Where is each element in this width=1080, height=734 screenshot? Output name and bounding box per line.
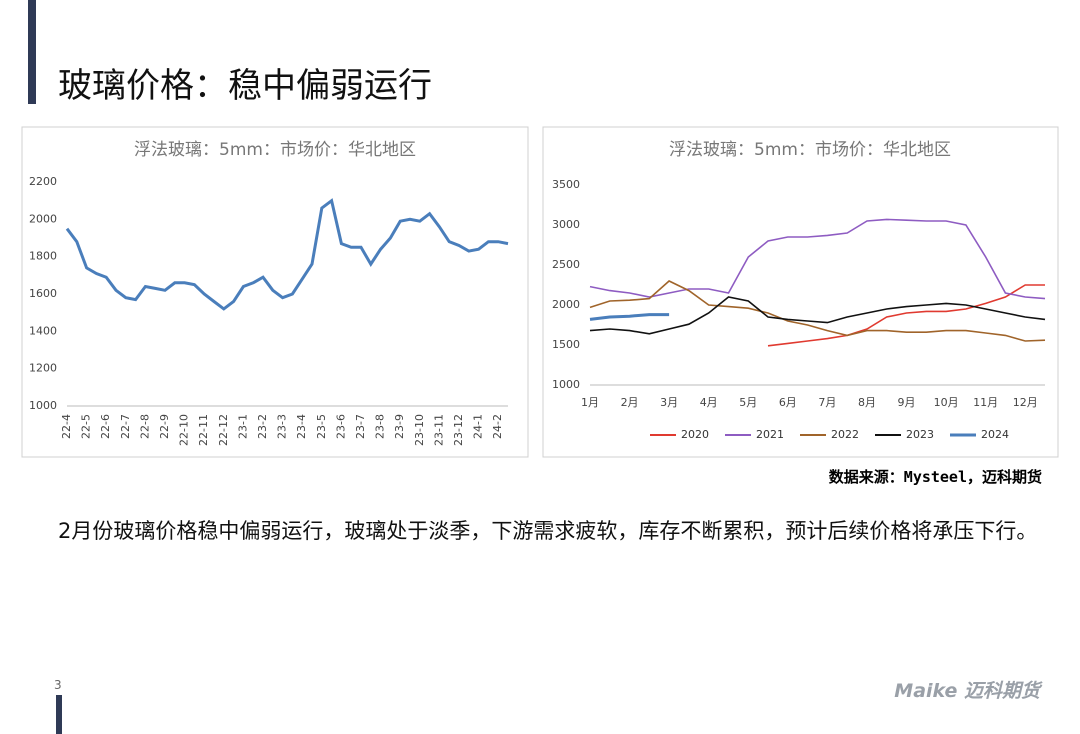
x-tick-label: 23-10 bbox=[413, 414, 426, 446]
x-tick-label: 22-4 bbox=[60, 414, 73, 439]
x-tick-label: 3月 bbox=[660, 396, 678, 409]
legend-label: 2022 bbox=[831, 428, 859, 441]
x-tick-label: 5月 bbox=[739, 396, 757, 409]
y-tick-label: 1200 bbox=[29, 362, 57, 375]
y-tick-label: 1400 bbox=[29, 324, 57, 337]
source: 数据来源：Mysteel，迈科期货 bbox=[828, 468, 1042, 486]
data-line bbox=[589, 313, 670, 321]
y-tick-label: 2200 bbox=[29, 175, 57, 188]
x-tick-label: 10月 bbox=[934, 396, 959, 409]
page-number: 3 bbox=[54, 678, 62, 692]
x-tick-label: 4月 bbox=[700, 396, 718, 409]
y-tick-label: 1000 bbox=[552, 378, 580, 391]
x-tick-label: 7月 bbox=[818, 396, 836, 409]
data-line bbox=[767, 284, 1045, 347]
x-tick-label: 12月 bbox=[1013, 396, 1038, 409]
x-tick-label: 23-2 bbox=[256, 414, 269, 439]
y-tick-label: 2500 bbox=[552, 258, 580, 271]
legend-label: 2024 bbox=[981, 428, 1009, 441]
accent-bar bbox=[56, 695, 62, 734]
x-tick-label: 23-1 bbox=[236, 414, 249, 439]
x-tick-label: 22-12 bbox=[217, 414, 230, 446]
x-tick-label: 23-7 bbox=[354, 414, 367, 439]
y-tick-label: 3000 bbox=[552, 218, 580, 231]
x-tick-label: 23-4 bbox=[295, 414, 308, 439]
x-tick-label: 11月 bbox=[973, 396, 998, 409]
x-tick-label: 9月 bbox=[898, 396, 916, 409]
x-tick-label: 24-2 bbox=[491, 414, 504, 439]
data-line bbox=[65, 198, 509, 311]
legend-label: 2023 bbox=[906, 428, 934, 441]
x-tick-label: 22-11 bbox=[197, 414, 210, 446]
chart-title: 浮法玻璃：5mm：市场价：华北地区 bbox=[134, 140, 416, 160]
slide-title: 玻璃价格：稳中偏弱运行 bbox=[58, 66, 432, 106]
x-tick-label: 23-12 bbox=[452, 414, 465, 446]
y-tick-label: 1600 bbox=[29, 287, 57, 300]
x-tick-label: 24-1 bbox=[472, 414, 485, 439]
x-tick-label: 22-10 bbox=[178, 414, 191, 446]
y-tick-label: 3500 bbox=[552, 178, 580, 191]
x-tick-label: 23-5 bbox=[315, 414, 328, 439]
legend-label: 2021 bbox=[756, 428, 784, 441]
x-tick-label: 8月 bbox=[858, 396, 876, 409]
y-tick-label: 2000 bbox=[552, 298, 580, 311]
chart-frame bbox=[542, 126, 1059, 458]
y-tick-label: 1800 bbox=[29, 250, 57, 263]
accent-bar bbox=[28, 0, 36, 104]
x-tick-label: 23-8 bbox=[374, 414, 387, 439]
x-tick-label: 22-7 bbox=[119, 414, 132, 439]
logo: Maike 迈科期货 bbox=[894, 680, 1040, 702]
x-tick-label: 22-5 bbox=[80, 414, 93, 439]
x-tick-label: 23-6 bbox=[334, 414, 347, 439]
x-tick-label: 22-8 bbox=[138, 414, 151, 439]
x-tick-label: 23-3 bbox=[276, 414, 289, 439]
x-tick-label: 6月 bbox=[779, 396, 797, 409]
x-tick-label: 22-9 bbox=[158, 414, 171, 439]
data-line bbox=[589, 280, 1046, 342]
x-tick-label: 1月 bbox=[581, 396, 599, 409]
body-text: 2月份玻璃价格稳中偏弱运行，玻璃处于淡季，下游需求疲软，库存不断累积，预计后续价… bbox=[58, 519, 1038, 543]
x-tick-label: 22-6 bbox=[99, 414, 112, 439]
charts: 浮法玻璃：5mm：市场价：华北地区 1000 1200 1400 1600 1800 200… bbox=[21, 126, 1059, 458]
data-line bbox=[589, 218, 1046, 300]
y-tick-label: 2000 bbox=[29, 212, 57, 225]
data-line bbox=[589, 296, 1046, 335]
legend-label: 2020 bbox=[681, 428, 709, 441]
x-tick-label: 2月 bbox=[621, 396, 639, 409]
y-tick-label: 1000 bbox=[29, 399, 57, 412]
chart-title: 浮法玻璃：5mm：市场价：华北地区 bbox=[669, 140, 951, 160]
x-tick-label: 23-11 bbox=[432, 414, 445, 446]
y-tick-label: 1500 bbox=[552, 338, 580, 351]
x-tick-label: 23-9 bbox=[393, 414, 406, 439]
